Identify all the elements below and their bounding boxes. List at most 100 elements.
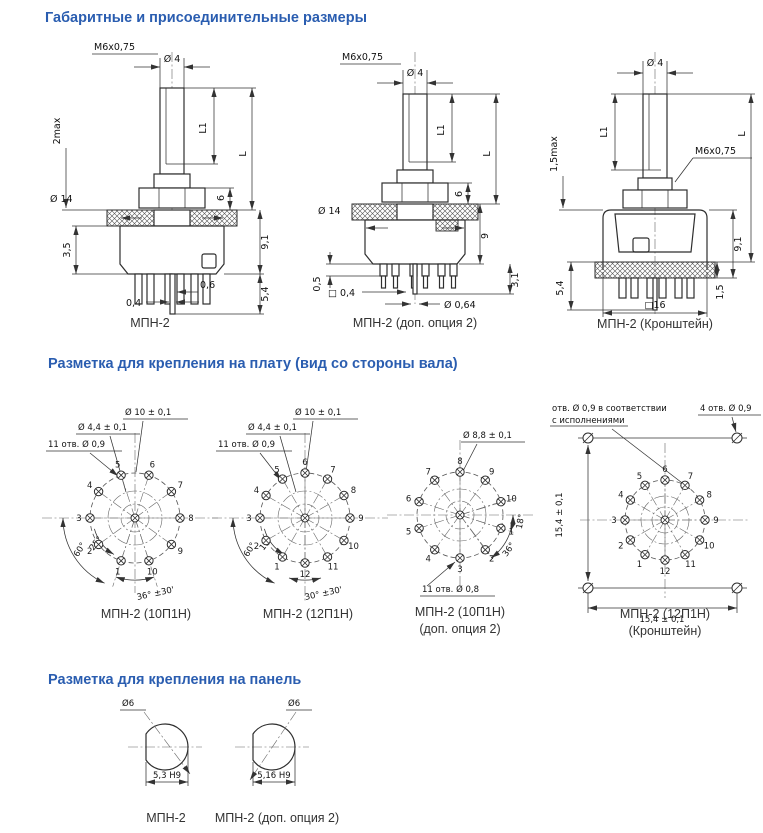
caption-mpn2: МПН-2	[130, 316, 170, 330]
dim-outer-circle: Ø 8,8 ± 0,1	[463, 430, 512, 441]
dim-04: 0,4	[126, 298, 141, 309]
pins	[134, 273, 211, 315]
center-pin	[412, 263, 418, 295]
caption-mpn2-opt2: МПН-2 (доп. опция 2)	[352, 316, 478, 330]
nut	[381, 182, 449, 203]
hole-number: 10	[348, 542, 359, 552]
seal-notch	[435, 219, 459, 232]
hole-number: 2	[618, 542, 623, 552]
hole-number: 2	[87, 547, 92, 557]
hole-number: 12	[660, 567, 671, 577]
caption-board-10p1n-opt2: МПН-2 (10П1Н) (доп. опция 2)	[414, 605, 506, 636]
thread-label: M6x0,75	[94, 42, 135, 53]
dim-holes: 11 отв. Ø 0,8	[422, 584, 479, 595]
dim-91: 9,1	[260, 234, 271, 249]
flat-width: 5,16 Н9	[257, 771, 290, 781]
switch-body	[614, 213, 696, 253]
panel-cutout-mpn2-opt2: Ø6 5,16 Н9	[235, 698, 312, 786]
pins	[618, 277, 695, 311]
board-layout-10p1n: Ø 10 ± 0,1 Ø 4,4 ± 0,1 11 отв. Ø 0,9 60°…	[42, 407, 218, 603]
dim-l1: L1	[599, 126, 610, 137]
dim-v: 15,4 ± 0,1	[555, 493, 565, 538]
angle-step: 36°	[501, 541, 518, 559]
pin-dia-label: Ø 0,64	[444, 300, 476, 311]
hole-number: 8	[351, 486, 356, 496]
flat-width: 5,3 Н9	[153, 771, 181, 781]
hole-number: 2	[489, 555, 494, 565]
dim-l: L	[482, 151, 493, 157]
section-title-dimensions: Габаритные и присоединительные размеры	[45, 10, 367, 26]
hole-number: 7	[688, 472, 693, 482]
dim-15: 1,5	[715, 284, 726, 299]
hole-number: 11	[685, 560, 696, 570]
dim-holes: 11 отв. Ø 0,9	[218, 439, 275, 450]
angle-a: 18°	[515, 513, 527, 530]
switch-body	[119, 225, 225, 275]
dim-outer-circle: Ø 10 ± 0,1	[125, 407, 171, 418]
hole-number: 3	[76, 514, 81, 524]
thread-bushing	[396, 169, 434, 184]
board-layout-10p1n-opt2: Ø 8,8 ± 0,1 11 отв. Ø 0,8 18° 36° 1 2 3 4 5 6…	[387, 430, 533, 597]
knurled-washer	[351, 203, 398, 221]
thread-label: M6x0,75	[695, 146, 736, 157]
hole-number: 4	[254, 486, 259, 496]
bracket	[602, 209, 708, 270]
dim-sq04: □ 0,4	[328, 288, 355, 299]
panel-cutouts: Ø6 5,3 Н9 Ø6 5,16 Н9	[120, 698, 312, 786]
body-dia-label: Ø 14	[50, 194, 73, 205]
dim-inner-circle: Ø 4,4 ± 0,1	[248, 422, 297, 433]
dia-label: Ø6	[122, 698, 134, 709]
side-view-mpn2-opt2: M6x0,75 Ø 4 L1	[312, 52, 521, 311]
hole-number: 5	[637, 472, 642, 482]
dim-6: 6	[454, 191, 465, 197]
note-line2: с исполнениями	[552, 416, 625, 426]
side-view-mpn2-bracket: Ø 4 L1 M6x0,75	[549, 52, 755, 317]
side-view-mpn2: M6x0,75 Ø 4 L1	[50, 42, 271, 315]
shaft-dia-label: Ø 4	[407, 68, 424, 79]
hole-number: 9	[489, 467, 494, 477]
hole-number: 8	[706, 491, 711, 501]
hole-number: 9	[358, 514, 363, 524]
hole-pattern: 1 2 3 4 5 6 7 8 9 10	[406, 457, 517, 575]
dim-l: L	[737, 131, 748, 137]
dim-l1: L1	[198, 122, 209, 133]
dim-inner-circle: Ø 4,4 ± 0,1	[78, 422, 127, 433]
body-notch	[201, 253, 217, 269]
shaft	[402, 93, 428, 171]
dim-9: 9	[480, 233, 491, 239]
shaft-dia-label: Ø 4	[647, 58, 664, 69]
board-layout-12p1n: Ø 10 ± 0,1 Ø 4,4 ± 0,1 11 отв. Ø 0,9 60°…	[212, 407, 388, 603]
hole-number: 1	[115, 567, 120, 577]
body-notch	[632, 237, 650, 253]
shaft	[159, 87, 185, 175]
dim-outer-circle: Ø 10 ± 0,1	[295, 407, 341, 418]
caption-panel-mpn2-opt2: МПН-2 (доп. опция 2)	[214, 811, 340, 825]
hole-number: 10	[704, 542, 715, 552]
hole-number: 1	[509, 528, 514, 538]
dim-holes: 11 отв. Ø 0,9	[48, 439, 105, 450]
knurled-base	[594, 261, 716, 279]
dim-54: 5,4	[260, 286, 271, 301]
body-dia-label: Ø 14	[318, 206, 341, 217]
angle-step: 36° ±30'	[136, 585, 175, 603]
hole-pattern: 1 2 3 4 5 6 7 8 9 10	[76, 461, 193, 578]
dim-2max: 2max	[52, 117, 63, 144]
dim-54: 5,4	[555, 280, 566, 295]
hole-number: 5	[406, 528, 411, 538]
board-layout-12p1n-bracket: отв. Ø 0,9 в соответствии с исполнениями…	[550, 403, 761, 625]
knurled-washer	[432, 203, 479, 221]
center-pin	[652, 277, 658, 311]
caption-board-10p1n: МПН-2 (10П1Н)	[100, 607, 192, 621]
hole-number: 5	[274, 466, 279, 476]
hole-number: 7	[426, 467, 431, 477]
shaft	[642, 93, 668, 179]
hole-number: 6	[406, 494, 411, 504]
section-title-board: Разметка для крепления на плату (вид со …	[48, 356, 458, 372]
hole-number: 6	[302, 458, 307, 468]
dim-06: 0,6	[200, 280, 215, 291]
dim-31: 3,1	[510, 272, 521, 287]
hole-number: 4	[618, 491, 623, 501]
hole-number: 3	[246, 514, 251, 524]
